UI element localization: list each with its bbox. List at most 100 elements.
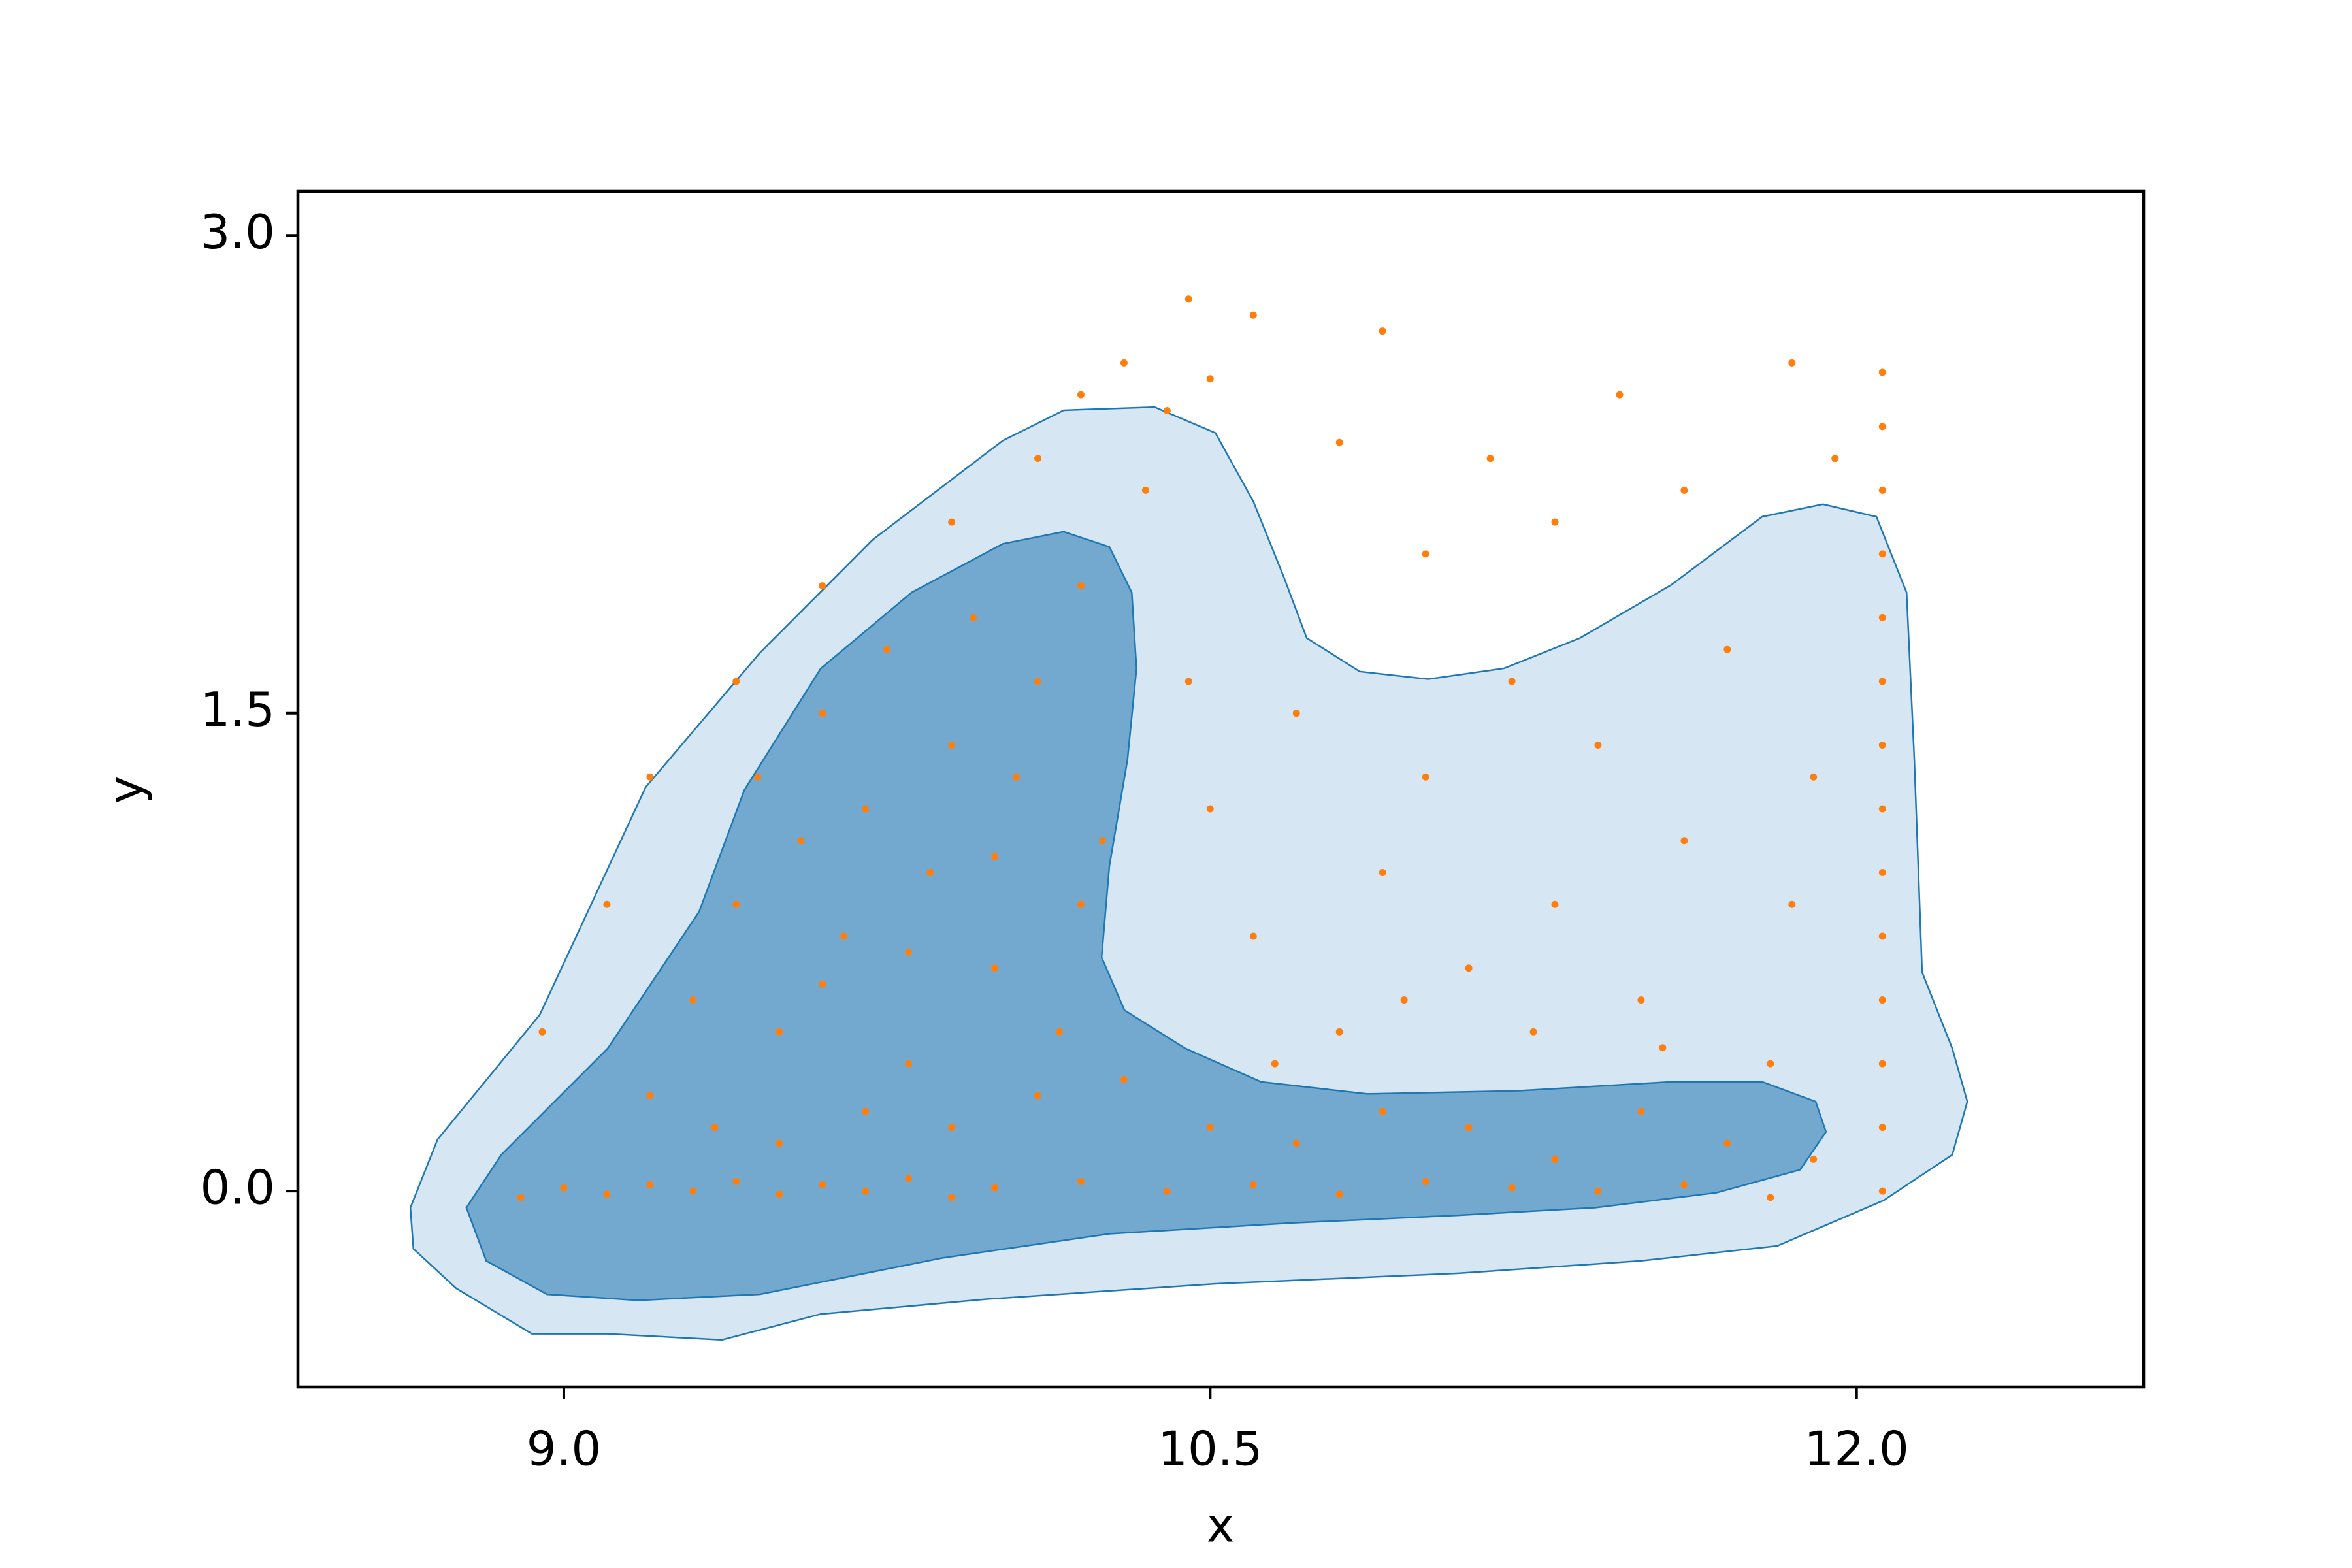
scatter-point [862, 1107, 870, 1115]
scatter-point [862, 805, 870, 813]
scatter-point [1659, 1044, 1667, 1052]
scatter-point [1077, 900, 1085, 908]
y-axis-label: y [99, 776, 154, 804]
scatter-point [948, 518, 956, 526]
scatter-point [1465, 1124, 1473, 1132]
scatter-point [517, 1194, 525, 1201]
scatter-point [754, 773, 762, 781]
scatter-point [1335, 1190, 1343, 1198]
scatter-point [840, 932, 848, 940]
scatter-point [1878, 869, 1886, 877]
scatter-point [1379, 327, 1386, 335]
scatter-point [1400, 996, 1408, 1004]
scatter-point [1292, 1139, 1300, 1147]
scatter-point [1422, 1177, 1429, 1185]
scatter-point [1723, 1139, 1731, 1147]
scatter-point [1878, 1187, 1886, 1195]
scatter-point [905, 948, 913, 956]
scatter-point [1120, 359, 1128, 367]
scatter-point [1637, 996, 1645, 1004]
scatter-point [991, 853, 999, 860]
scatter-point [1292, 710, 1300, 717]
scatter-point [646, 1181, 654, 1188]
scatter-point [732, 678, 740, 685]
scatter-point [1878, 368, 1886, 376]
scatter-point [1767, 1060, 1774, 1068]
scatter-point [1878, 678, 1886, 685]
scatter-point [1508, 1184, 1516, 1192]
scatter-point [1878, 550, 1886, 558]
scatter-point [1206, 805, 1214, 813]
scatter-point [1335, 1028, 1343, 1036]
scatter-point [1034, 455, 1042, 463]
scatter-point [732, 900, 740, 908]
scatter-point [776, 1139, 783, 1147]
scatter-point [1723, 645, 1731, 653]
scatter-point [862, 1187, 870, 1195]
scatter-point [1249, 1181, 1257, 1188]
scatter-point [1163, 1187, 1171, 1195]
scatter-point [905, 1175, 913, 1183]
scatter-point [1878, 423, 1886, 431]
y-tick-label: 3.0 [200, 204, 275, 259]
scatter-point [603, 900, 611, 908]
scatter-point [1810, 773, 1818, 781]
scatter-point [948, 1124, 956, 1132]
scatter-point [689, 996, 697, 1004]
scatter-point [560, 1184, 568, 1192]
scatter-point [819, 980, 826, 988]
scatter-point [1077, 391, 1085, 399]
scatter-point [1680, 837, 1688, 845]
scatter-point [819, 582, 826, 590]
scatter-point [1508, 678, 1516, 685]
y-tick-label: 0.0 [200, 1160, 275, 1215]
scatter-point [1206, 375, 1214, 383]
density-contour [465, 531, 1827, 1301]
scatter-point [1422, 550, 1429, 558]
scatter-point [905, 1060, 913, 1068]
scatter-point [1379, 869, 1386, 877]
scatter-point [646, 1092, 654, 1100]
scatter-point [646, 773, 654, 781]
scatter-point [1878, 486, 1886, 494]
scatter-point [1878, 1060, 1886, 1068]
scatter-point [1465, 964, 1473, 972]
plot-frame [296, 189, 2146, 1389]
scatter-point [948, 741, 956, 749]
scatter-point [1013, 773, 1021, 781]
scatter-point [819, 1181, 826, 1188]
scatter-point [1529, 1028, 1537, 1036]
x-tick-label: 9.0 [527, 1422, 602, 1477]
scatter-point [1379, 1107, 1386, 1115]
scatter-point [1098, 837, 1106, 845]
scatter-point [1680, 486, 1688, 494]
scatter-point [1878, 613, 1886, 621]
scatter-point [1120, 1075, 1128, 1083]
scatter-point [948, 1194, 956, 1201]
x-tick-label: 12.0 [1805, 1422, 1909, 1477]
scatter-point [819, 710, 826, 717]
scatter-point [970, 613, 977, 621]
scatter-point [1551, 900, 1559, 908]
scatter-point [1034, 1092, 1042, 1100]
scatter-point [1616, 391, 1624, 399]
scatter-point [1594, 1187, 1602, 1195]
scatter-point [732, 1177, 740, 1185]
scatter-point [991, 964, 999, 972]
scatter-point [1034, 678, 1042, 685]
scatter-point [776, 1190, 783, 1198]
scatter-point [1878, 932, 1886, 940]
scatter-point [1878, 741, 1886, 749]
scatter-point [1163, 406, 1171, 414]
scatter-point [1141, 486, 1149, 494]
scatter-point [1184, 295, 1192, 303]
scatter-point [1055, 1028, 1063, 1036]
scatter-point [1077, 582, 1085, 590]
scatter-point [1249, 311, 1257, 319]
scatter-point [1206, 1124, 1214, 1132]
scatter-point [1767, 1194, 1774, 1201]
scatter-point [1831, 455, 1839, 463]
scatter-point [603, 1190, 611, 1198]
scatter-point [1249, 932, 1257, 940]
